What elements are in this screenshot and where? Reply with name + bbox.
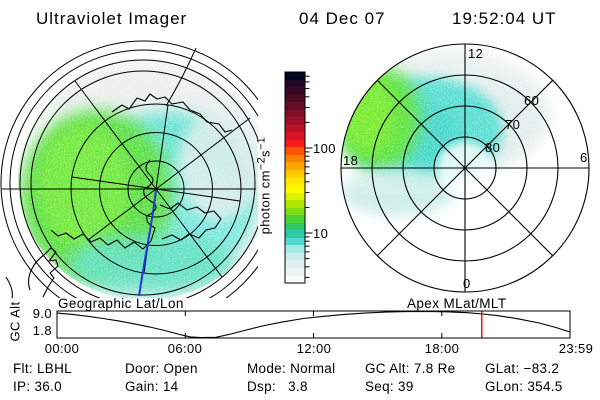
mlt-label-0: 0	[463, 276, 471, 291]
status-mode: Mode: Normal	[247, 361, 336, 376]
colorbar-gradient	[285, 72, 305, 283]
coastline-overlay	[5, 93, 233, 298]
strip-ylabel: GC Alt	[7, 301, 23, 342]
right-panel-grid	[340, 43, 590, 293]
colorbar-frame	[284, 71, 313, 284]
time-label: 19:52:04 UT	[452, 9, 557, 28]
strip-xtick-1200: 12:00	[296, 341, 332, 356]
status-door: Door: Open	[125, 361, 198, 376]
status-glon: GLon: 354.5	[485, 379, 563, 394]
colorbar-ticks	[305, 75, 313, 278]
status-gain: Gain: 14	[125, 379, 179, 394]
mlt-label-6: 6	[580, 150, 588, 165]
right-panel-title: Apex MLat/MLT	[407, 296, 507, 311]
colorbar-label-mid: s	[257, 150, 273, 157]
colorbar-label-prefix: photon cm	[257, 170, 273, 235]
colorbar-axis-label: photon cm−2s−1	[255, 111, 272, 261]
status-ip: IP: 36.0	[13, 379, 62, 394]
mlt-label-18: 18	[343, 153, 359, 168]
mlt-label-12: 12	[468, 46, 484, 61]
colorbar-tick-10: 10	[313, 226, 329, 241]
mlat-label-60: 60	[524, 93, 540, 108]
colorbar-tick-100: 100	[313, 141, 336, 156]
app-title: Ultraviolet Imager	[36, 9, 188, 28]
status-seq: Seq: 39	[365, 379, 414, 394]
altitude-curve	[56, 310, 571, 339]
strip-ytick-bottom: 1.8	[32, 323, 52, 338]
left-panel-title: Geographic Lat/Lon	[58, 296, 184, 311]
strip-xtick-0600: 06:00	[167, 341, 203, 356]
right-panel-image	[341, 44, 589, 216]
strip-ytick-top: 9.0	[32, 306, 52, 321]
satellite-track-line	[138, 189, 157, 297]
status-flt: Flt: LBHL	[13, 361, 72, 376]
status-glat: GLat: −83.2	[485, 361, 560, 376]
date-label: 04 Dec 07	[299, 9, 386, 28]
mlat-label-80: 80	[485, 140, 501, 155]
status-dsp: Dsp: 3.8	[247, 379, 308, 394]
left-panel-image	[18, 60, 258, 298]
colorbar-label-exp1: −2	[255, 156, 268, 171]
strip-xtick-0000: 00:00	[44, 341, 80, 356]
strip-xtick-1800: 18:00	[424, 341, 460, 356]
strip-xtick-2359: 23:59	[558, 341, 594, 356]
status-gcalt: GC Alt: 7.8 Re	[365, 361, 456, 376]
mlat-label-70: 70	[505, 117, 521, 132]
strip-chart-box	[56, 310, 571, 339]
colorbar-label-exp2: −1	[255, 136, 268, 151]
